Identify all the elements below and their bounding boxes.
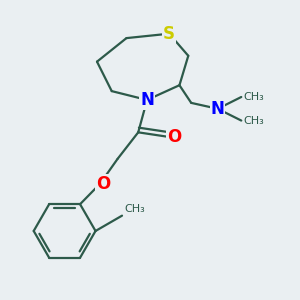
Text: CH₃: CH₃: [244, 92, 264, 102]
Text: CH₃: CH₃: [124, 204, 145, 214]
Text: O: O: [96, 175, 110, 193]
Text: CH₃: CH₃: [244, 116, 264, 126]
Text: N: N: [211, 100, 225, 118]
Text: N: N: [140, 91, 154, 109]
Text: S: S: [163, 25, 175, 43]
Text: O: O: [167, 128, 181, 146]
